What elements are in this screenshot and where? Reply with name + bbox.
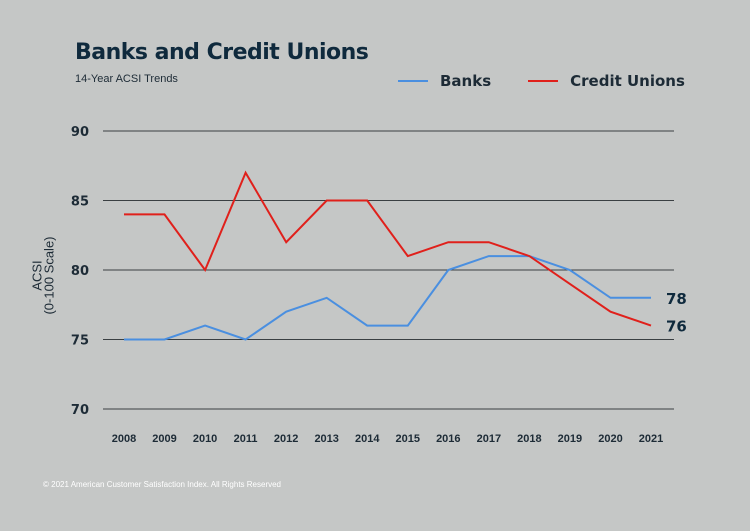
series-line-credit-unions — [124, 170, 652, 327]
legend-label-banks: Banks — [440, 72, 492, 90]
legend-label-credit-unions: Credit Unions — [570, 72, 685, 90]
y-tick-label-90: 90 — [71, 125, 89, 140]
y-tick-label-85: 85 — [71, 195, 89, 210]
chart-title: Banks and Credit Unions — [75, 40, 369, 65]
x-tick-label-2010: 2010 — [193, 433, 217, 445]
legend-item-banks: Banks — [398, 72, 491, 90]
x-tick-label-2013: 2013 — [314, 433, 338, 445]
x-tick-label-2012: 2012 — [274, 433, 298, 445]
x-tick-label-2018: 2018 — [517, 433, 541, 445]
x-tick-label-2015: 2015 — [396, 433, 420, 445]
y-tick-label-70: 70 — [71, 403, 89, 418]
copyright-footer: © 2021 American Customer Satisfaction In… — [43, 480, 282, 489]
x-tick-label-2008: 2008 — [112, 433, 136, 445]
legend-item-credit-unions: Credit Unions — [528, 72, 685, 90]
x-tick-label-2016: 2016 — [436, 433, 460, 445]
chart-subtitle: 14-Year ACSI Trends — [75, 73, 178, 85]
x-tick-label-2009: 2009 — [152, 433, 176, 445]
y-tick-label-75: 75 — [71, 334, 89, 349]
series-line-banks — [124, 255, 651, 341]
x-tick-label-2017: 2017 — [477, 433, 501, 445]
y-tick-label-80: 80 — [71, 264, 89, 279]
end-label-credit-unions: 76 — [666, 318, 687, 336]
legend-swatch-banks — [398, 80, 428, 82]
x-tick-label-2011: 2011 — [234, 433, 258, 445]
legend: Banks Credit Unions — [398, 72, 722, 90]
x-tick-label-2020: 2020 — [598, 433, 622, 445]
legend-swatch-credit-unions — [528, 80, 559, 82]
x-tick-label-2019: 2019 — [558, 433, 582, 445]
x-tick-label-2021: 2021 — [639, 433, 663, 445]
end-label-banks: 78 — [666, 290, 687, 308]
x-tick-label-2014: 2014 — [355, 433, 380, 445]
